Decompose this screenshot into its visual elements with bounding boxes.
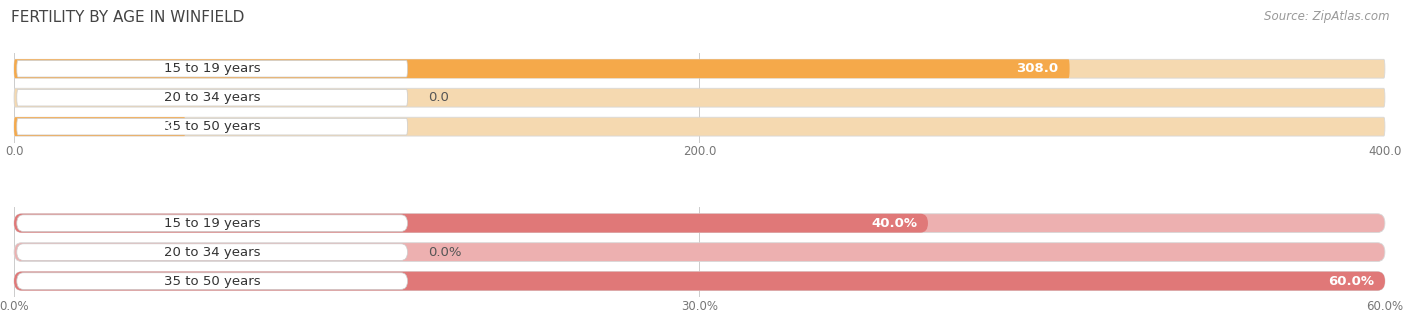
- FancyBboxPatch shape: [17, 215, 408, 231]
- FancyBboxPatch shape: [14, 272, 1385, 290]
- FancyBboxPatch shape: [14, 214, 1385, 233]
- Text: 15 to 19 years: 15 to 19 years: [165, 62, 260, 75]
- FancyBboxPatch shape: [14, 117, 186, 136]
- FancyBboxPatch shape: [14, 214, 928, 233]
- Text: 15 to 19 years: 15 to 19 years: [165, 217, 260, 230]
- FancyBboxPatch shape: [14, 59, 1070, 78]
- Text: 308.0: 308.0: [1017, 62, 1059, 75]
- Text: 50.0: 50.0: [142, 120, 174, 133]
- FancyBboxPatch shape: [17, 244, 408, 260]
- FancyBboxPatch shape: [17, 118, 408, 135]
- FancyBboxPatch shape: [14, 59, 1385, 78]
- Text: 35 to 50 years: 35 to 50 years: [165, 120, 260, 133]
- Text: 40.0%: 40.0%: [870, 217, 917, 230]
- FancyBboxPatch shape: [14, 88, 1385, 107]
- Text: 20 to 34 years: 20 to 34 years: [165, 91, 260, 104]
- Text: 0.0: 0.0: [427, 91, 449, 104]
- FancyBboxPatch shape: [14, 272, 1385, 290]
- Text: FERTILITY BY AGE IN WINFIELD: FERTILITY BY AGE IN WINFIELD: [11, 10, 245, 25]
- FancyBboxPatch shape: [17, 273, 408, 289]
- FancyBboxPatch shape: [14, 243, 1385, 261]
- Text: 60.0%: 60.0%: [1327, 275, 1374, 287]
- Text: 20 to 34 years: 20 to 34 years: [165, 246, 260, 259]
- Text: 35 to 50 years: 35 to 50 years: [165, 275, 260, 287]
- FancyBboxPatch shape: [17, 60, 408, 77]
- Text: Source: ZipAtlas.com: Source: ZipAtlas.com: [1264, 10, 1389, 23]
- FancyBboxPatch shape: [14, 117, 1385, 136]
- FancyBboxPatch shape: [17, 89, 408, 106]
- Text: 0.0%: 0.0%: [427, 246, 461, 259]
